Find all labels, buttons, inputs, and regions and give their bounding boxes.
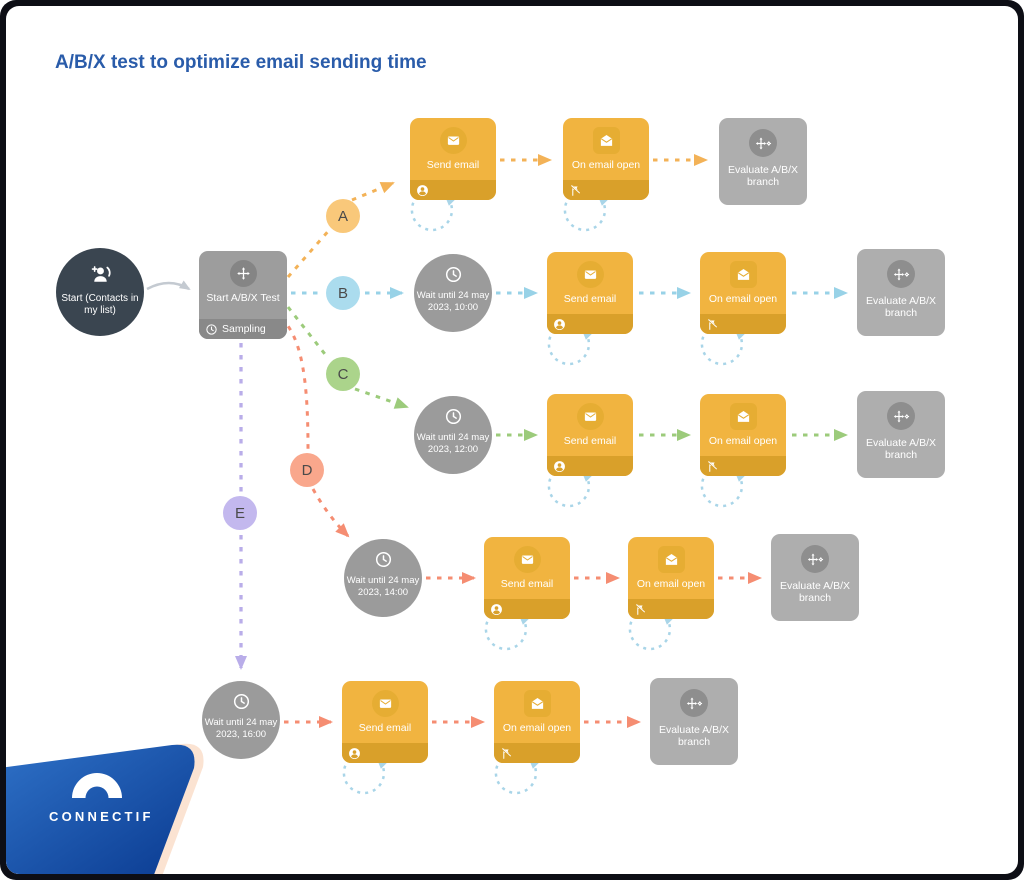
sampling-badge: Sampling <box>199 319 287 339</box>
send-email-node-a[interactable]: Send email <box>410 118 496 200</box>
flag-off-icon <box>700 456 786 476</box>
envelope-icon <box>439 127 467 154</box>
send-email-node-d[interactable]: Send email <box>484 537 570 619</box>
wait-label: Wait until 24 may 2023, 14:00 <box>346 575 420 598</box>
abx-test-node[interactable]: Start A/B/X Test Sampling <box>199 251 287 339</box>
evaluate-node-e[interactable]: Evaluate A/B/X branch <box>650 678 738 765</box>
node-label: Evaluate A/B/X branch <box>727 164 799 189</box>
node-label: Send email <box>358 722 412 734</box>
branch-label-b: B <box>326 276 360 310</box>
open-envelope-icon <box>592 127 620 154</box>
open-envelope-icon <box>729 261 757 288</box>
person-icon <box>547 314 633 334</box>
clock-icon <box>444 407 463 426</box>
open-envelope-icon <box>729 403 757 430</box>
wait-label: Wait until 24 may 2023, 16:00 <box>204 717 278 740</box>
node-label: On email open <box>502 722 572 734</box>
start-node-label: Start (Contacts in my list) <box>61 293 139 316</box>
node-label: Evaluate A/B/X branch <box>865 295 937 320</box>
envelope-icon <box>576 403 604 430</box>
person-icon <box>547 456 633 476</box>
person-icon <box>410 180 496 200</box>
page-title: A/B/X test to optimize email sending tim… <box>55 52 427 73</box>
split-gear-icon <box>887 402 915 430</box>
connectif-arch-icon <box>72 771 122 798</box>
evaluate-node-c[interactable]: Evaluate A/B/X branch <box>857 391 945 478</box>
flag-off-icon <box>494 743 580 763</box>
branch-label-c: C <box>326 357 360 391</box>
on-email-open-node-e[interactable]: On email open <box>494 681 580 763</box>
wait-node-b[interactable]: Wait until 24 may 2023, 10:00 <box>414 254 492 332</box>
split-gear-icon <box>887 260 915 288</box>
wait-label: Wait until 24 may 2023, 10:00 <box>416 290 490 313</box>
wait-node-d[interactable]: Wait until 24 may 2023, 14:00 <box>344 539 422 617</box>
node-label: On email open <box>571 159 641 171</box>
person-icon <box>342 743 428 763</box>
node-label: Send email <box>563 293 617 305</box>
flag-off-icon <box>628 599 714 619</box>
node-label: Send email <box>500 578 554 590</box>
split-gear-icon <box>680 689 708 717</box>
logo-wedge <box>6 743 204 874</box>
node-label: Send email <box>426 159 480 171</box>
start-node[interactable]: Start (Contacts in my list) <box>56 248 144 336</box>
person-add-icon <box>87 263 113 286</box>
on-email-open-node-c[interactable]: On email open <box>700 394 786 476</box>
evaluate-node-a[interactable]: Evaluate A/B/X branch <box>719 118 807 205</box>
node-label: On email open <box>708 293 778 305</box>
abx-node-label: Start A/B/X Test <box>206 292 280 304</box>
branch-label-e: E <box>223 496 257 530</box>
branch-label-d: D <box>290 453 324 487</box>
envelope-icon <box>576 261 604 288</box>
flow-connectors <box>146 154 848 795</box>
send-email-node-b[interactable]: Send email <box>547 252 633 334</box>
brand-name: CONNECTIF <box>49 809 154 824</box>
envelope-icon <box>513 546 541 573</box>
clock-icon <box>374 550 393 569</box>
flag-off-icon <box>563 180 649 200</box>
open-envelope-icon <box>657 546 685 573</box>
evaluate-node-d[interactable]: Evaluate A/B/X branch <box>771 534 859 621</box>
node-label: Evaluate A/B/X branch <box>865 437 937 462</box>
send-email-node-c[interactable]: Send email <box>547 394 633 476</box>
clock-icon <box>444 265 463 284</box>
envelope-icon <box>371 690 399 717</box>
wait-node-e[interactable]: Wait until 24 may 2023, 16:00 <box>202 681 280 759</box>
clock-icon <box>205 323 218 336</box>
split-gear-icon <box>749 129 777 157</box>
on-email-open-node-a[interactable]: On email open <box>563 118 649 200</box>
on-email-open-node-d[interactable]: On email open <box>628 537 714 619</box>
node-label: Evaluate A/B/X branch <box>779 580 851 605</box>
node-label: On email open <box>708 435 778 447</box>
evaluate-node-b[interactable]: Evaluate A/B/X branch <box>857 249 945 336</box>
person-icon <box>484 599 570 619</box>
node-label: Evaluate A/B/X branch <box>658 724 730 749</box>
split-arrows-icon <box>229 260 257 287</box>
flag-off-icon <box>700 314 786 334</box>
on-email-open-node-b[interactable]: On email open <box>700 252 786 334</box>
open-envelope-icon <box>523 690 551 717</box>
sampling-label: Sampling <box>222 323 266 335</box>
clock-icon <box>232 692 251 711</box>
wait-label: Wait until 24 may 2023, 12:00 <box>416 432 490 455</box>
wait-node-c[interactable]: Wait until 24 may 2023, 12:00 <box>414 396 492 474</box>
send-email-node-e[interactable]: Send email <box>342 681 428 763</box>
node-label: On email open <box>636 578 706 590</box>
node-label: Send email <box>563 435 617 447</box>
branch-label-a: A <box>326 199 360 233</box>
diagram-surface: A/B/X test to optimize email sending tim… <box>6 6 1018 874</box>
split-gear-icon <box>801 545 829 573</box>
